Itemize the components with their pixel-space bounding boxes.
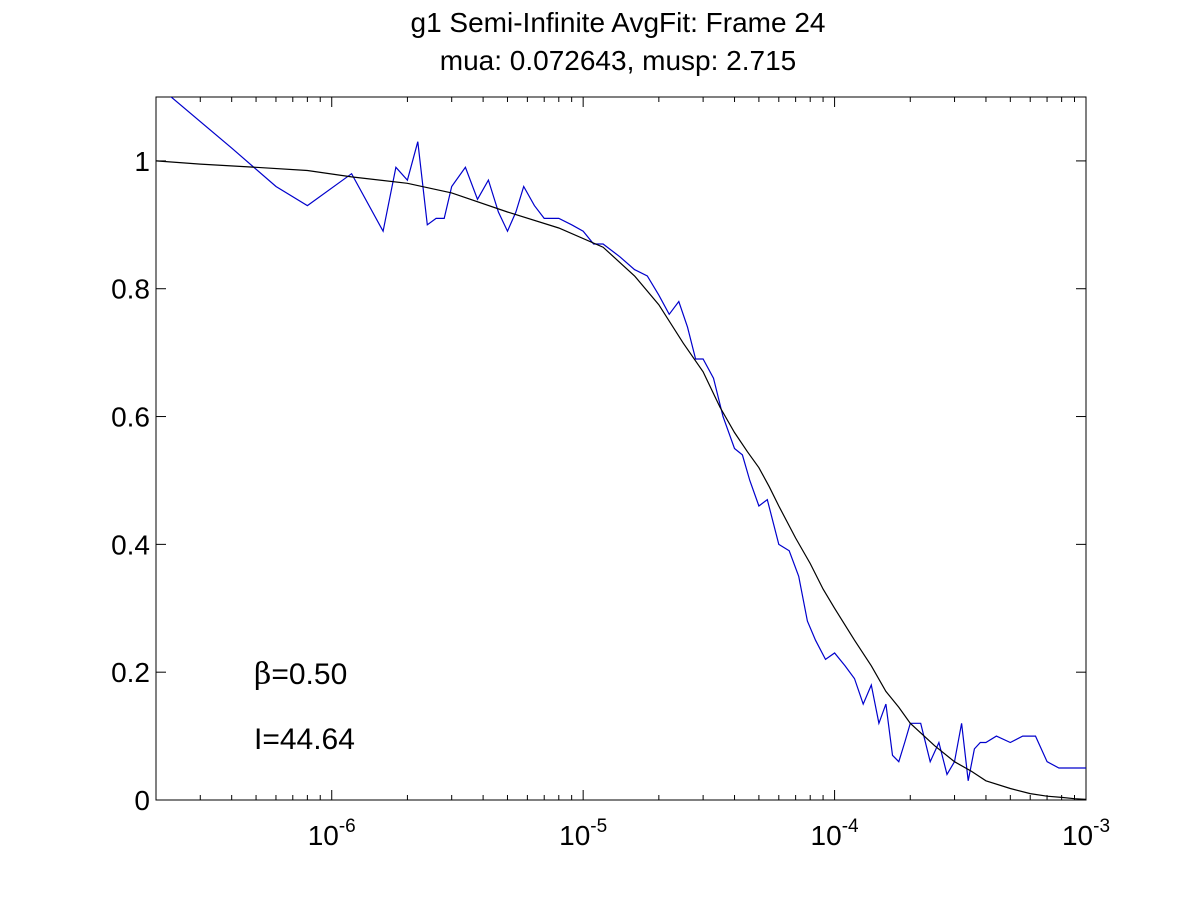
y-tick-labels: 0 0.2 0.4 0.6 0.8 1 (111, 146, 150, 816)
x-tick-label: 10-4 (811, 816, 859, 851)
y-tick-label: 0.4 (111, 529, 150, 560)
fit-series-line (156, 160, 1086, 800)
measured-series-line (170, 97, 1086, 781)
x-tick-label: 10-5 (559, 816, 607, 851)
major-ticks (156, 97, 1087, 801)
x-tick-label: 10-6 (308, 816, 356, 851)
y-tick-label: 0.8 (111, 274, 150, 305)
series-layer (156, 97, 1086, 800)
chart-subtitle: mua: 0.072643, musp: 2.715 (440, 45, 796, 76)
beta-annotation: β=0.50 (254, 657, 347, 692)
intensity-annotation: I=44.64 (254, 723, 355, 756)
plot-area (155, 96, 1087, 801)
y-tick-label: 1 (134, 146, 150, 177)
minor-ticks (155, 97, 1075, 800)
y-tick-label: 0.2 (111, 657, 150, 688)
y-tick-label: 0.6 (111, 402, 150, 433)
x-tick-labels: 10-6 10-5 10-4 10-3 (308, 816, 1110, 851)
y-tick-label: 0 (134, 785, 150, 816)
chart-title: g1 Semi-Infinite AvgFit: Frame 24 (411, 7, 826, 38)
x-tick-label: 10-3 (1062, 816, 1110, 851)
